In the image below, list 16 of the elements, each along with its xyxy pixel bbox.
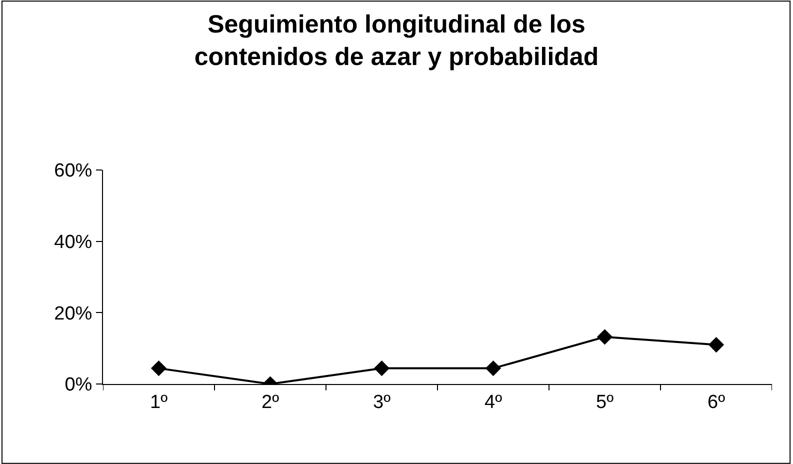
x-tick-label: 2º (261, 392, 280, 413)
point (485, 360, 502, 376)
x-tick-label: 3º (372, 392, 391, 413)
point (708, 336, 724, 353)
x-tick-label: 5º (596, 392, 614, 413)
y-tick-label: 0% (64, 374, 92, 396)
point (150, 360, 167, 376)
point (374, 360, 390, 376)
y-tick-label: 60% (54, 160, 92, 182)
x-tick-label: 6º (707, 392, 726, 413)
x-tick-label: 1º (150, 392, 168, 413)
chart-title: Seguimiento longitudinal de los contenidos de azar y probabilidad (194, 10, 599, 71)
y-tick-label: 40% (54, 232, 92, 253)
x-tick-label: 4º (484, 392, 502, 413)
point (596, 329, 613, 345)
y-tick-label: 20% (54, 303, 92, 324)
